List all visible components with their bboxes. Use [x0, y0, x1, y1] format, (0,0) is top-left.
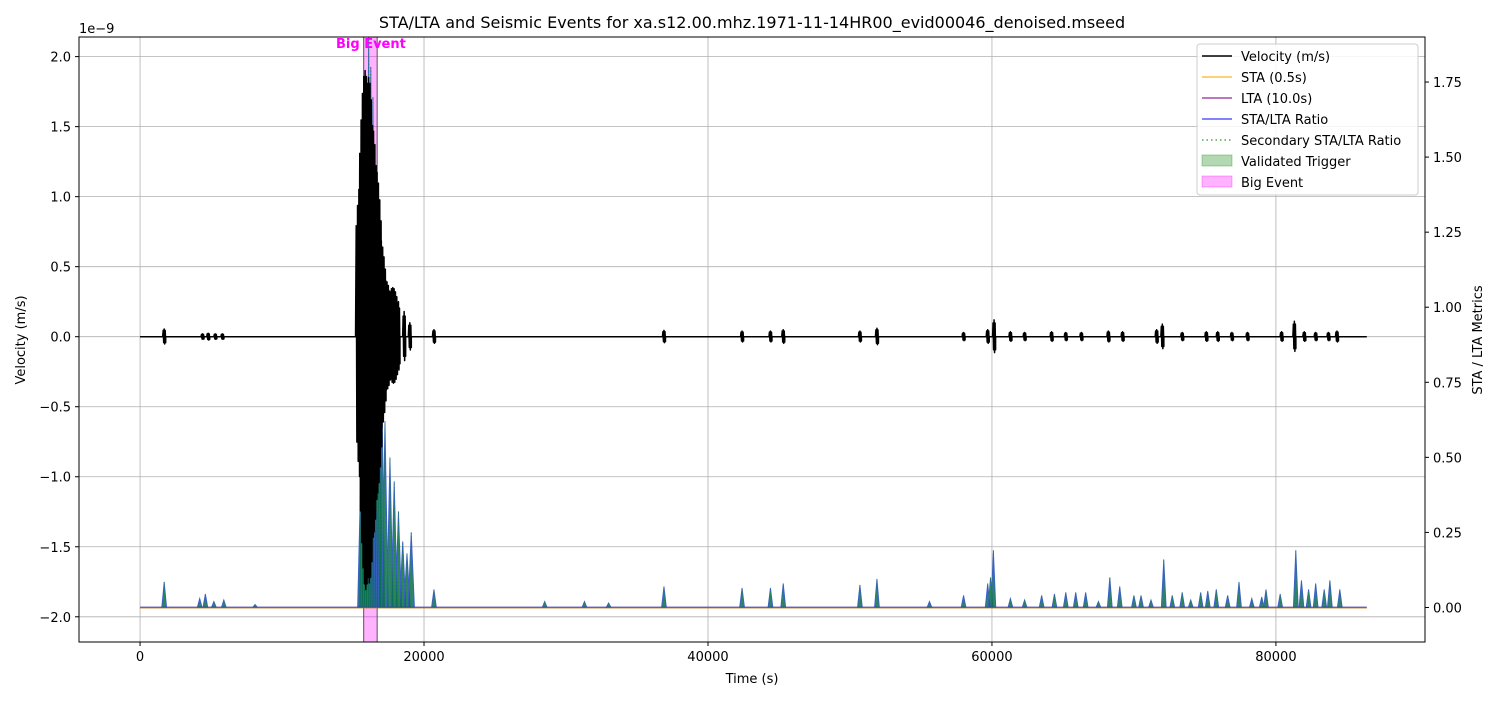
velocity-burst: [1022, 331, 1027, 342]
y-left-tick-label: 1.5: [50, 121, 71, 136]
velocity-burst: [1302, 331, 1307, 343]
velocity-burst: [431, 328, 437, 345]
velocity-burst: [1229, 331, 1235, 342]
velocity-burst: [1154, 328, 1159, 345]
y-left-tick-label: −0.5: [39, 401, 71, 416]
y-right-tick-label: 1.50: [1433, 151, 1462, 166]
velocity-burst: [1106, 330, 1111, 343]
baseline-lines: [140, 606, 1367, 609]
y-left-tick-label: 0.5: [50, 261, 71, 276]
x-axis-label: Time (s): [725, 672, 779, 687]
legend-sta-label: STA (0.5s): [1241, 71, 1307, 86]
velocity-burst: [985, 328, 990, 345]
velocity-burst: [1292, 320, 1297, 353]
y-right-tick-label: 1.25: [1433, 226, 1462, 241]
velocity-burst: [220, 333, 225, 341]
y-right-tick-label: 0.75: [1433, 376, 1462, 391]
velocity-burst: [780, 328, 786, 345]
velocity-burst: [739, 330, 745, 343]
legend-secondary-ratio-label: Secondary STA/LTA Ratio: [1241, 134, 1401, 149]
velocity-burst: [1008, 331, 1013, 343]
velocity-burst: [991, 319, 997, 354]
velocity-burst: [1326, 331, 1331, 342]
y-right-tick-label: 1.75: [1433, 76, 1462, 91]
legend-validated-trigger-swatch: [1201, 154, 1233, 167]
plot-frame: [78, 36, 1426, 643]
legend-velocity-label: Velocity (m/s): [1241, 50, 1330, 65]
velocity-burst: [1049, 331, 1054, 343]
legend-big-event-swatch: [1201, 175, 1233, 188]
y-right-tick-label: 0.50: [1433, 451, 1462, 466]
x-tick-label: 0: [136, 650, 144, 665]
velocity-burst: [1120, 331, 1125, 343]
legend-lta-label: LTA (10.0s): [1241, 92, 1312, 107]
velocity-burst: [200, 333, 205, 341]
y-left-tick-label: 2.0: [50, 51, 71, 66]
y-axis-exponent: 1e−9: [79, 22, 114, 37]
velocity-burst: [874, 327, 880, 346]
legend: Velocity (m/s) STA (0.5s) LTA (10.0s) ST…: [1196, 43, 1419, 196]
velocity-burst: [1245, 331, 1250, 342]
chart-title: STA/LTA and Seismic Events for xa.s12.00…: [379, 13, 1125, 33]
y-right-tick-label: 1.00: [1433, 301, 1462, 316]
y-left-tick-label: 1.0: [50, 191, 71, 206]
y-left-tick-label: −2.0: [39, 611, 71, 626]
y-left-tick-label: −1.5: [39, 541, 71, 556]
velocity-burst: [401, 310, 407, 362]
y-right-tick-label: 0.00: [1433, 601, 1462, 616]
velocity-burst: [1063, 331, 1069, 342]
velocity-burst: [407, 321, 413, 351]
legend-big-event-label: Big Event: [1241, 176, 1303, 191]
velocity-burst: [661, 329, 667, 344]
y-left-tick-label: −1.0: [39, 471, 71, 486]
velocity-burst: [161, 328, 167, 345]
axes-ticks: 0 20000 40000 60000 80000 −2.0 −1.5 −1.0 −0.5 0.0…: [39, 51, 1462, 665]
big-event-label: Big Event: [336, 37, 406, 52]
y-left-tick-label: 0.0: [50, 331, 71, 346]
velocity-burst: [1179, 331, 1185, 342]
legend-ratio-label: STA/LTA Ratio: [1241, 113, 1328, 128]
legend-box: [1196, 43, 1419, 196]
velocity-burst: [1279, 331, 1284, 343]
velocity-burst: [857, 330, 863, 343]
velocity-burst: [1160, 323, 1165, 350]
velocity-burst: [1204, 331, 1209, 343]
velocity-burst: [961, 331, 966, 342]
velocity-burst: [213, 333, 218, 341]
y-axis-right-label: STA / LTA Metrics: [1471, 285, 1486, 395]
velocity-burst: [1079, 331, 1084, 342]
x-tick-label: 40000: [687, 650, 728, 665]
velocity-burst: [768, 330, 773, 343]
legend-validated-trigger-label: Validated Trigger: [1241, 155, 1351, 170]
velocity-burst: [1313, 331, 1318, 342]
velocity-burst: [1334, 330, 1340, 343]
x-tick-label: 80000: [1255, 650, 1296, 665]
x-tick-label: 20000: [403, 650, 444, 665]
velocity-series: [140, 69, 1367, 591]
x-tick-label: 60000: [971, 650, 1012, 665]
velocity-burst: [396, 300, 401, 371]
velocity-burst: [205, 332, 211, 341]
velocity-burst: [1215, 331, 1220, 343]
y-axis-left-label: Velocity (m/s): [14, 295, 29, 384]
y-right-tick-label: 0.25: [1433, 526, 1462, 541]
